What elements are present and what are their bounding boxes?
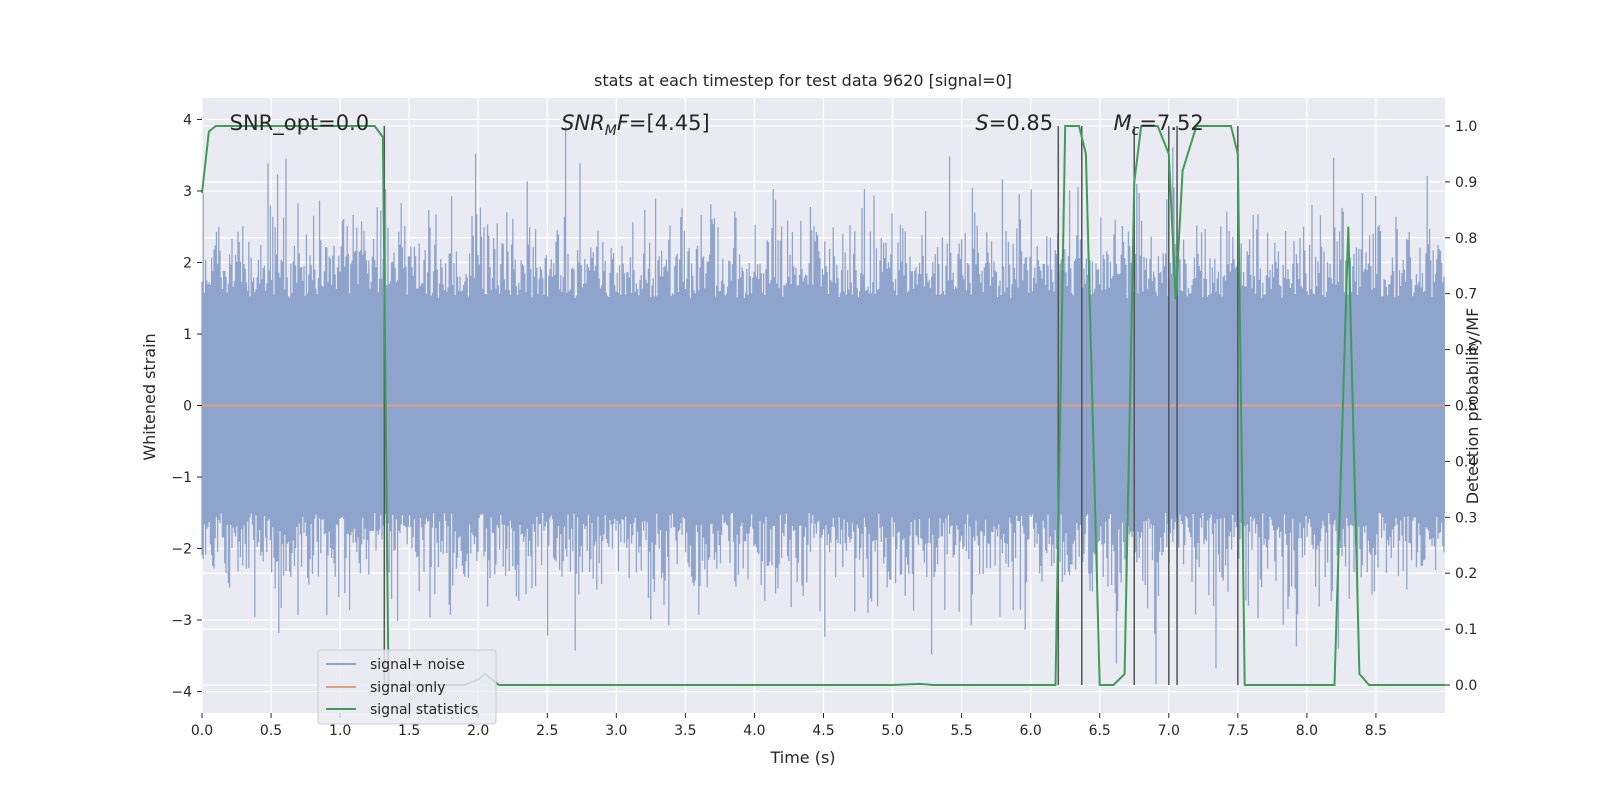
y-right-tick-label: 0.5 bbox=[1455, 399, 1477, 415]
y-right-tick-label: 0.8 bbox=[1455, 231, 1477, 247]
x-axis-ticks: 0.0 0.5 1.0 1.5 2.0 2.5 3.0 3.5 4.0 4.5 5.0 5.5 6.0 6… bbox=[191, 713, 1387, 739]
legend: signal+ noise signal only signal statist… bbox=[317, 649, 497, 725]
y-right-tick-label: 0.1 bbox=[1455, 622, 1477, 638]
x-tick-label: 7.5 bbox=[1227, 723, 1249, 739]
y-axis-right-label: Detection probability/MF bbox=[1463, 308, 1482, 505]
x-tick-label: 4.0 bbox=[743, 723, 765, 739]
y-tick-label: −1 bbox=[171, 470, 192, 486]
x-tick-label: 1.0 bbox=[329, 723, 351, 739]
x-tick-label: 6.5 bbox=[1089, 723, 1111, 739]
y-right-tick-label: 0.7 bbox=[1455, 287, 1477, 303]
y-right-tick-label: 0.0 bbox=[1455, 678, 1477, 694]
x-tick-label: 3.0 bbox=[605, 723, 627, 739]
y-tick-label: 1 bbox=[183, 327, 192, 343]
x-tick-label: 4.5 bbox=[812, 723, 834, 739]
y-right-tick-label: 0.3 bbox=[1455, 510, 1477, 526]
y-tick-label: −3 bbox=[171, 613, 192, 629]
annotation-text: S=0.85 bbox=[975, 111, 1053, 135]
y-axis-right-ticks: 0.0 0.1 0.2 0.3 0.4 0.5 0.6 0.7 0.8 0.9 1.0 bbox=[1445, 119, 1477, 694]
annotation-text: Mc=7.52 bbox=[1114, 111, 1204, 139]
x-tick-label: 8.0 bbox=[1296, 723, 1318, 739]
x-tick-label: 6.0 bbox=[1020, 723, 1042, 739]
x-axis-label: Time (s) bbox=[769, 748, 835, 767]
y-tick-label: −4 bbox=[171, 685, 192, 701]
y-tick-label: 0 bbox=[183, 399, 192, 415]
annotations: SNR_opt=0.0 SNRMF=[4.45] S=0.85 Mc=7.52 bbox=[230, 111, 1204, 139]
y-tick-label: 3 bbox=[183, 184, 192, 200]
y-right-tick-label: 1.0 bbox=[1455, 119, 1477, 135]
y-right-tick-label: 0.9 bbox=[1455, 175, 1477, 191]
y-right-tick-label: 0.4 bbox=[1455, 454, 1477, 470]
y-tick-label: −2 bbox=[171, 542, 192, 558]
x-tick-label: 5.0 bbox=[881, 723, 903, 739]
y-axis-label: Whitened strain bbox=[140, 333, 159, 460]
y-tick-label: 2 bbox=[183, 255, 192, 271]
y-tick-label: 4 bbox=[183, 112, 192, 128]
x-tick-label: 2.0 bbox=[467, 723, 489, 739]
x-tick-label: 3.5 bbox=[674, 723, 696, 739]
x-tick-label: 1.5 bbox=[398, 723, 420, 739]
legend-box bbox=[317, 649, 497, 725]
x-tick-label: 5.5 bbox=[950, 723, 972, 739]
x-tick-label: 2.5 bbox=[536, 723, 558, 739]
annotation-text: SNRMF=[4.45] bbox=[561, 111, 710, 139]
x-tick-label: 8.5 bbox=[1365, 723, 1387, 739]
x-tick-label: 0.5 bbox=[260, 723, 282, 739]
legend-label-signal-only: signal only bbox=[370, 680, 445, 696]
x-tick-label: 7.0 bbox=[1158, 723, 1180, 739]
annotation-text: SNR_opt=0.0 bbox=[230, 111, 370, 136]
legend-label-signal-plus-noise: signal+ noise bbox=[370, 657, 465, 673]
x-tick-label: 0.0 bbox=[191, 723, 213, 739]
y-axis-ticks: −4 −3 −2 −1 0 1 2 3 4 bbox=[171, 112, 202, 701]
legend-label-signal-statistics: signal statistics bbox=[370, 702, 478, 718]
chart-title: stats at each timestep for test data 962… bbox=[594, 71, 1012, 90]
y-right-tick-label: 0.6 bbox=[1455, 343, 1477, 359]
signal-statistics-line bbox=[201, 125, 1445, 686]
series-signal-statistics bbox=[201, 125, 1445, 686]
y-right-tick-label: 0.2 bbox=[1455, 566, 1477, 582]
